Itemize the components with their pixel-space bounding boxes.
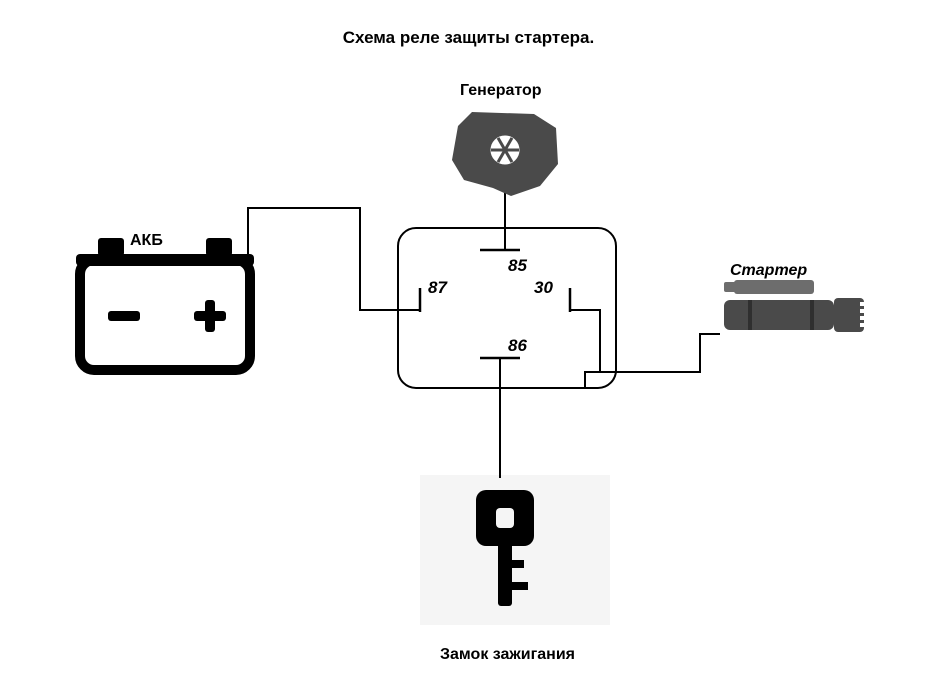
generator-label: Генератор — [460, 82, 542, 100]
starter-icon — [724, 280, 866, 332]
battery-icon — [76, 238, 254, 370]
starter-label: Стартер — [730, 262, 807, 280]
terminal-87-label: 87 — [428, 278, 447, 298]
terminal-30-label: 30 — [534, 278, 553, 298]
ignition-label: Замок зажигания — [440, 646, 575, 664]
relay-symbol — [398, 228, 616, 388]
battery-label: АКБ — [130, 232, 163, 250]
diagram-canvas: Схема реле защиты стартера. АКБ Генерато… — [0, 0, 937, 678]
ignition-key-icon — [476, 490, 534, 606]
terminal-85-label: 85 — [508, 256, 527, 276]
diagram-svg — [0, 0, 937, 678]
wires-group — [248, 190, 720, 478]
generator-icon — [452, 112, 558, 196]
terminal-86-label: 86 — [508, 336, 527, 356]
